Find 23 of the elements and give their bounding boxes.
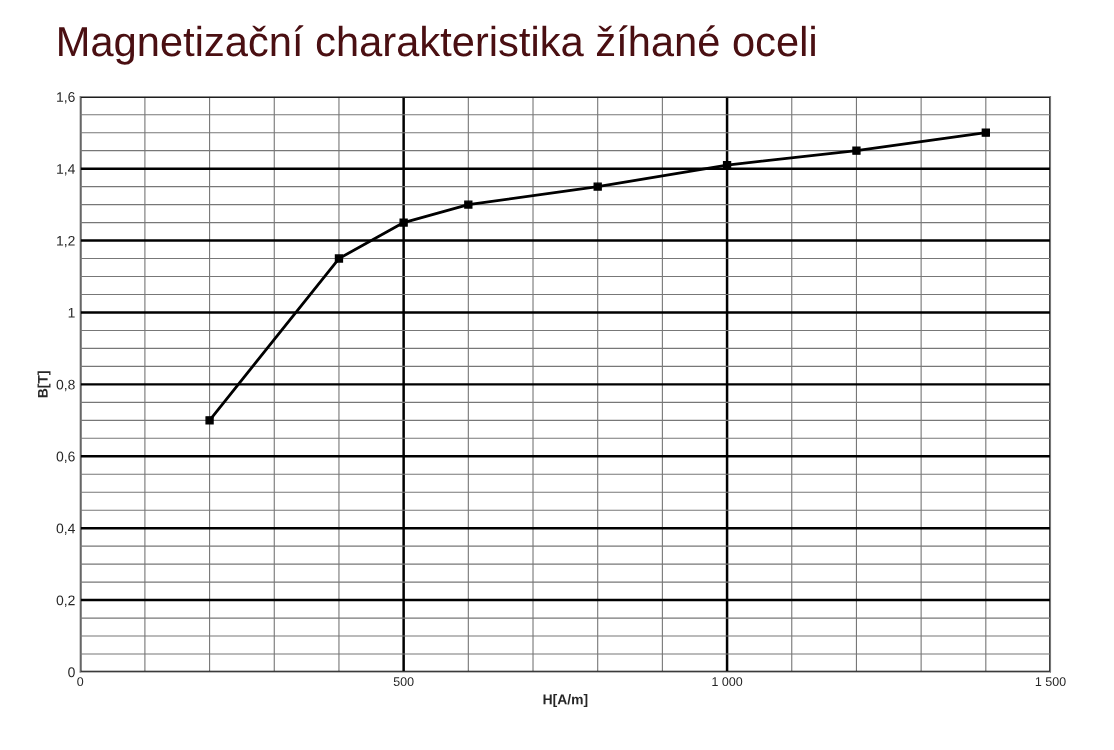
x-tick-label: 0 <box>77 677 84 687</box>
y-tick-label: 1,6 <box>57 92 75 104</box>
chart-title: Magnetizační charakteristika žíhané oceli <box>59 25 815 65</box>
x-tick-label: 1 500 <box>1035 677 1066 687</box>
point <box>852 146 861 155</box>
y-tick-label: 0,2 <box>56 595 75 607</box>
y-tick-label: 0,4 <box>56 523 75 535</box>
y-tick-label: 1 <box>68 307 75 318</box>
x-tick-label: 1 000 <box>712 677 743 687</box>
point <box>981 128 990 137</box>
x-axis-title: H[A/m] <box>543 694 588 708</box>
point <box>399 218 408 227</box>
point <box>205 416 214 425</box>
y-tick-label: 0,6 <box>56 451 75 464</box>
y-tick-label: 0,8 <box>56 379 75 392</box>
y-tick-label: 1,4 <box>57 164 75 176</box>
point <box>464 200 473 209</box>
y-axis-title: B[T] <box>37 371 51 398</box>
x-tick-label: 500 <box>393 677 414 687</box>
point <box>334 254 344 263</box>
y-tick-label: 0 <box>68 667 75 678</box>
point <box>593 182 602 191</box>
y-tick-label: 1,2 <box>57 235 75 248</box>
